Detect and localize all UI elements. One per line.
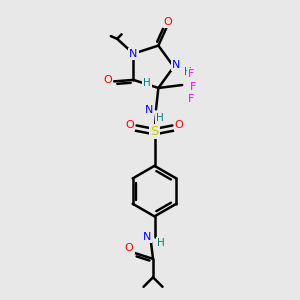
- Text: N: N: [144, 105, 153, 115]
- Text: H: H: [184, 67, 192, 77]
- Text: O: O: [104, 75, 112, 85]
- Text: F: F: [190, 82, 196, 92]
- Text: F: F: [188, 94, 194, 104]
- Text: N: N: [143, 232, 151, 242]
- Text: S: S: [150, 125, 159, 138]
- Text: H: H: [143, 78, 151, 88]
- Text: O: O: [175, 120, 183, 130]
- Text: O: O: [125, 244, 134, 254]
- Text: O: O: [164, 17, 172, 27]
- Text: H: H: [156, 113, 164, 123]
- Text: O: O: [126, 120, 134, 130]
- Text: F: F: [188, 69, 194, 79]
- Text: H: H: [157, 238, 164, 248]
- Text: N: N: [129, 49, 138, 59]
- Text: N: N: [172, 60, 180, 70]
